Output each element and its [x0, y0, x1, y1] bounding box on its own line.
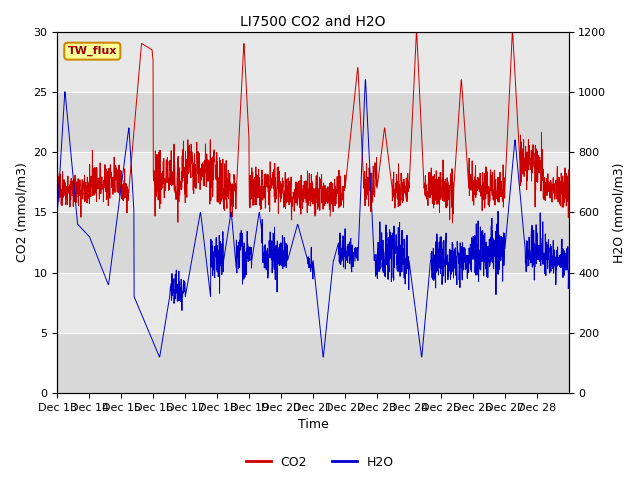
Y-axis label: H2O (mmol/m3): H2O (mmol/m3)	[612, 162, 625, 263]
H2O	[550, 247, 558, 252]
H2O	[156, 354, 163, 360]
X-axis label: Time: Time	[298, 419, 328, 432]
CO2	[550, 188, 558, 193]
H2O	[54, 209, 61, 215]
CO2	[550, 180, 558, 186]
H2O	[550, 258, 558, 264]
H2O	[79, 228, 87, 233]
H2O	[302, 252, 310, 258]
Bar	[58, 273, 568, 333]
Bar	[58, 152, 568, 212]
CO2	[456, 88, 464, 94]
H2O	[289, 239, 296, 245]
CO2	[302, 178, 310, 184]
Bar	[58, 212, 568, 273]
Text: TW_flux: TW_flux	[68, 46, 117, 56]
Bar	[58, 32, 568, 92]
Legend: CO2, H2O: CO2, H2O	[241, 451, 399, 474]
Line: H2O: H2O	[58, 80, 568, 357]
Bar	[58, 92, 568, 152]
CO2	[413, 29, 420, 35]
CO2	[54, 190, 61, 196]
CO2	[449, 220, 456, 226]
Line: CO2: CO2	[58, 32, 568, 223]
CO2	[564, 167, 572, 173]
H2O	[564, 268, 572, 274]
Title: LI7500 CO2 and H2O: LI7500 CO2 and H2O	[240, 15, 386, 29]
H2O	[456, 251, 464, 257]
Y-axis label: CO2 (mmol/m3): CO2 (mmol/m3)	[15, 162, 28, 262]
H2O	[362, 77, 369, 83]
Bar	[58, 333, 568, 393]
CO2	[289, 197, 296, 203]
CO2	[79, 181, 87, 187]
